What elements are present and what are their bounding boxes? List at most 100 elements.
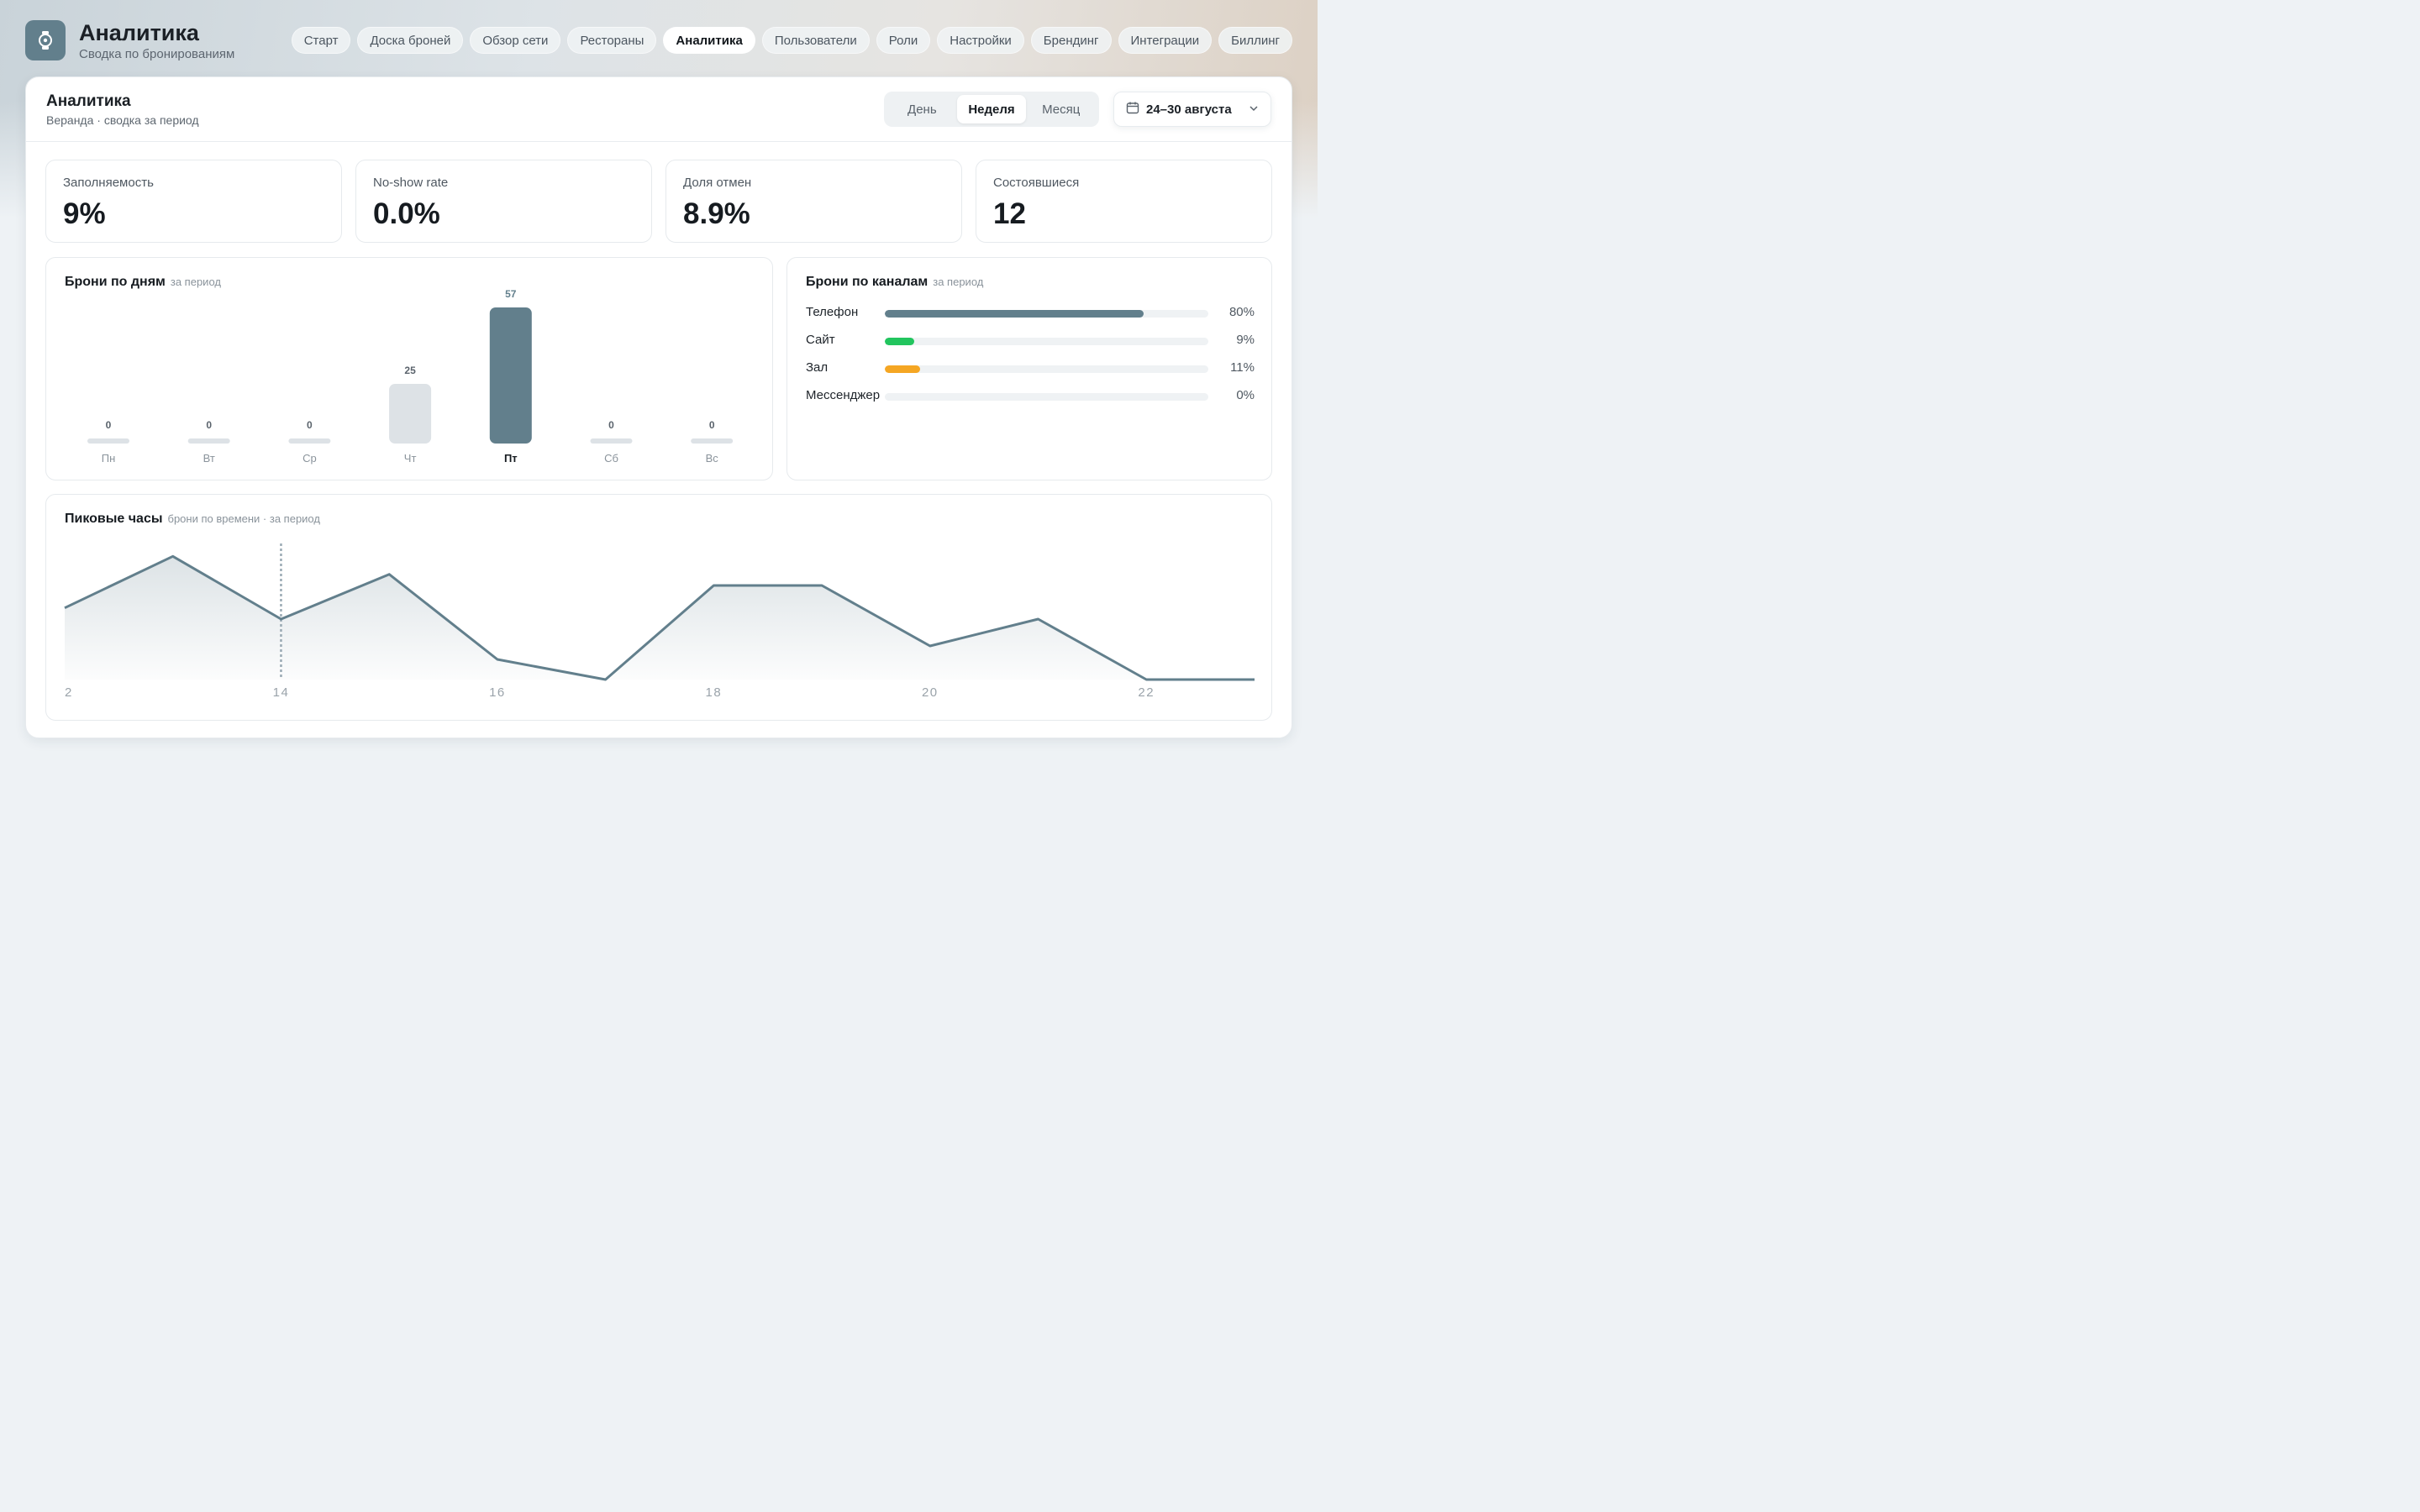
channel-bar-track bbox=[885, 393, 1208, 401]
bookings-by-day-title: Брони по дням bbox=[65, 275, 166, 289]
channel-bar-fill bbox=[885, 338, 914, 345]
peak-hours-line[interactable] bbox=[64, 554, 1255, 681]
bar-Пт[interactable] bbox=[489, 307, 532, 444]
panel-hint: за период bbox=[933, 276, 984, 288]
panel-title: Брони по дням за период bbox=[65, 275, 221, 290]
bar-Вт[interactable] bbox=[187, 438, 230, 444]
kpi-card-no-show: No-show rate 0.0% bbox=[355, 160, 652, 243]
bar-Сб[interactable] bbox=[590, 438, 633, 444]
hour-tick-label: 20 bbox=[922, 685, 939, 700]
channel-row: Мессенджер 0% bbox=[806, 388, 1255, 405]
kpi-card-cancellations: Доля отмен 8.9% bbox=[666, 160, 962, 243]
period-switcher: День Неделя Месяц bbox=[884, 92, 1099, 127]
channel-bar-fill bbox=[885, 310, 1144, 318]
peak-hours-chart: 2 14 16 18 20 22 bbox=[64, 543, 1255, 700]
page-subtitle: Веранда · сводка за период bbox=[46, 113, 199, 127]
channel-percent: 0% bbox=[1236, 388, 1255, 402]
channel-name: Мессенджер bbox=[806, 388, 881, 402]
watch-icon bbox=[25, 20, 66, 60]
bar-category-label: Вт bbox=[203, 452, 215, 465]
peak-hours-panel: Пиковые часы брони по времени · за период… bbox=[45, 494, 1272, 721]
kpi-label: No-show rate bbox=[373, 176, 449, 190]
hour-tick-label: 22 bbox=[1138, 685, 1155, 700]
bar-value-label: 57 bbox=[505, 288, 517, 300]
bar-value-label: 0 bbox=[307, 419, 313, 431]
kpi-value: 8.9% bbox=[683, 197, 750, 230]
bookings-by-day-panel: Брони по дням за период 0 Пн 0 Вт 0 Ср 25 Чт 57 Пт… bbox=[45, 257, 773, 480]
kpi-value: 9% bbox=[63, 197, 106, 230]
peak-hours-area bbox=[65, 556, 1255, 680]
app-subtitle: Сводка по бронированиям bbox=[79, 47, 235, 61]
nav-tab-10[interactable]: Биллинг bbox=[1218, 27, 1292, 54]
channel-bar-track bbox=[885, 310, 1208, 318]
nav-tab-9[interactable]: Интеграции bbox=[1118, 27, 1213, 54]
hour-tick-label: 14 bbox=[273, 685, 290, 700]
date-range-picker[interactable]: 24–30 августа bbox=[1113, 92, 1271, 127]
bar-category-label: Чт bbox=[404, 452, 417, 465]
kpi-value: 0.0% bbox=[373, 197, 440, 230]
kpi-label: Доля отмен bbox=[683, 176, 752, 190]
channel-name: Сайт bbox=[806, 333, 835, 347]
channel-row: Зал 11% bbox=[806, 360, 1255, 377]
bar-category-label: Вс bbox=[706, 452, 719, 465]
panel-title: Брони по каналам за период bbox=[806, 275, 983, 290]
card-header: Аналитика Веранда · сводка за период Ден… bbox=[26, 77, 1292, 142]
kpi-value: 12 bbox=[993, 197, 1026, 230]
nav-tab-0[interactable]: Старт bbox=[291, 27, 351, 54]
bar-category-label: Сб bbox=[604, 452, 618, 465]
channels-title: Брони по каналам bbox=[806, 275, 929, 289]
bookings-by-channel-panel: Брони по каналам за период Телефон 80% Сайт… bbox=[786, 257, 1272, 480]
nav-tab-1[interactable]: Доска броней bbox=[357, 27, 464, 54]
bar-category-label: Ср bbox=[302, 452, 317, 465]
period-option-1[interactable]: Неделя bbox=[956, 95, 1027, 123]
top-bar: Аналитика Сводка по бронированиям Старт Д… bbox=[25, 20, 1292, 61]
hour-tick-label: 2 bbox=[65, 685, 73, 700]
panel-hint: за период bbox=[170, 276, 221, 288]
date-range-label: 24–30 августа bbox=[1146, 102, 1232, 117]
nav-tab-7[interactable]: Настройки bbox=[937, 27, 1024, 54]
kpi-label: Заполняемость bbox=[63, 176, 154, 190]
bar-value-label: 25 bbox=[404, 365, 416, 376]
main-nav: Старт Доска броней Обзор сети Рестораны Анал… bbox=[291, 27, 1292, 54]
nav-tab-2[interactable]: Обзор сети bbox=[470, 27, 561, 54]
panel-hint: брони по времени · за период bbox=[167, 512, 320, 525]
bar-value-label: 0 bbox=[709, 419, 715, 431]
channel-bar-track bbox=[885, 338, 1208, 345]
bookings-by-day-chart: 0 Пн 0 Вт 0 Ср 25 Чт 57 Пт 0 Сб 0 Вс bbox=[87, 288, 734, 465]
peak-hours-title: Пиковые часы bbox=[65, 512, 163, 526]
hour-tick-label: 18 bbox=[706, 685, 723, 700]
nav-tab-6[interactable]: Роли bbox=[876, 27, 931, 54]
hour-tick-label: 16 bbox=[489, 685, 506, 700]
nav-tab-8[interactable]: Брендинг bbox=[1030, 27, 1112, 54]
channel-bar-track bbox=[885, 365, 1208, 373]
bar-category-label: Пн bbox=[102, 452, 116, 465]
bar-Чт[interactable] bbox=[389, 383, 432, 444]
kpi-card-completed: Состоявшиеся 12 bbox=[976, 160, 1272, 243]
app-title: Аналитика bbox=[79, 20, 199, 45]
channel-percent: 80% bbox=[1228, 305, 1255, 319]
channel-row: Сайт 9% bbox=[806, 333, 1255, 349]
bar-value-label: 0 bbox=[206, 419, 212, 431]
channel-bar-fill bbox=[885, 365, 921, 373]
nav-tab-3[interactable]: Рестораны bbox=[567, 27, 657, 54]
bar-Вс[interactable] bbox=[691, 438, 734, 444]
channel-name: Зал bbox=[806, 360, 829, 375]
panel-title: Пиковые часы брони по времени · за период bbox=[65, 512, 320, 527]
chevron-down-icon bbox=[1249, 102, 1259, 117]
period-option-0[interactable]: День bbox=[908, 102, 937, 117]
channel-row: Телефон 80% bbox=[806, 305, 1255, 322]
channel-name: Телефон bbox=[806, 305, 859, 319]
bar-Ср[interactable] bbox=[288, 438, 331, 444]
kpi-label: Состоявшиеся bbox=[993, 176, 1080, 190]
bar-Пн[interactable] bbox=[87, 438, 129, 444]
channel-percent: 9% bbox=[1236, 333, 1255, 347]
nav-tab-5[interactable]: Пользователи bbox=[761, 27, 870, 54]
analytics-card: Аналитика Веранда · сводка за период Ден… bbox=[25, 76, 1292, 738]
kpi-card-occupancy: Заполняемость 9% bbox=[45, 160, 342, 243]
page-title: Аналитика bbox=[46, 92, 131, 110]
period-option-2[interactable]: Месяц bbox=[1042, 102, 1081, 117]
calendar-icon bbox=[1126, 101, 1139, 118]
nav-tab-4[interactable]: Аналитика bbox=[663, 27, 755, 54]
bar-category-label: Пт bbox=[504, 452, 518, 465]
bar-value-label: 0 bbox=[106, 419, 112, 431]
